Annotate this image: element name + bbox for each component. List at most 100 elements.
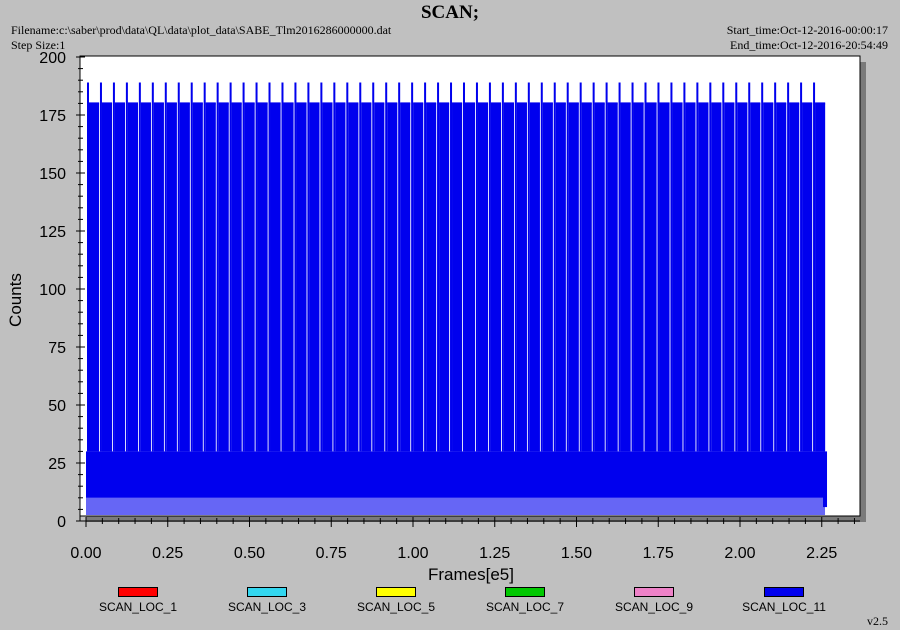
legend-label: SCAN_LOC_9	[614, 600, 694, 614]
series-gap	[617, 103, 619, 452]
series-cycle	[270, 103, 281, 452]
series-gap	[423, 103, 425, 452]
series-gap	[345, 103, 347, 452]
series-gap	[721, 103, 723, 452]
series-gap	[384, 103, 386, 452]
series-cycle	[218, 103, 229, 452]
series-gap	[630, 103, 632, 452]
series-gap	[229, 103, 231, 452]
series-cycle	[101, 103, 113, 452]
series-gap	[293, 103, 295, 452]
series-cycle	[698, 103, 709, 452]
series-gap	[177, 103, 179, 452]
series-cycle	[633, 103, 644, 452]
series-gap	[488, 103, 490, 452]
series-gap	[164, 103, 166, 452]
series-gap	[397, 103, 399, 452]
legend-item: SCAN_LOC_5	[341, 587, 451, 614]
legend-swatch	[247, 587, 287, 597]
y-axis-title: Counts	[6, 273, 25, 327]
series-gap	[112, 103, 114, 452]
series-gap	[799, 103, 801, 452]
series-cycle	[309, 103, 320, 452]
series-gap	[656, 103, 658, 452]
series-gap	[501, 103, 503, 452]
series-cycle	[348, 103, 359, 452]
series-cycle	[646, 103, 657, 452]
legend-item: SCAN_LOC_11	[729, 587, 839, 614]
y-tick-label: 25	[48, 456, 66, 473]
series-cycle	[89, 103, 100, 452]
series-cycle	[231, 103, 242, 452]
series-gap	[514, 103, 516, 452]
x-tick-label: 1.75	[643, 545, 674, 562]
series-cycle	[594, 103, 605, 452]
series-cycle	[127, 103, 139, 452]
series-gap	[254, 103, 256, 452]
series-gap	[138, 103, 140, 452]
series-cycle	[335, 103, 346, 452]
y-tick-label: 0	[57, 514, 66, 531]
series-cycle	[607, 103, 618, 452]
series-gap	[540, 103, 542, 452]
legend-label: SCAN_LOC_11	[742, 600, 826, 614]
series-gap	[527, 103, 529, 452]
series-cycle	[620, 103, 631, 452]
series-gap	[267, 103, 269, 452]
series-gap	[280, 103, 282, 452]
series-band	[86, 451, 826, 498]
y-tick-label: 150	[39, 166, 66, 183]
series-cycle	[296, 103, 307, 452]
series-gap	[825, 103, 827, 452]
series-cycle	[166, 103, 177, 452]
series-cycle	[361, 103, 372, 452]
series-cycle	[815, 103, 826, 452]
series-gap	[553, 103, 555, 452]
start-time-label: Start_time:Oct-12-2016-00:00:17	[726, 23, 888, 37]
series-cycle	[374, 103, 385, 452]
step-size-label: Step Size:1	[11, 38, 66, 52]
series-cycle	[724, 103, 735, 452]
series-gap	[319, 103, 321, 452]
series-cycle	[244, 103, 255, 452]
series-gap	[760, 103, 762, 452]
series-cycle	[503, 103, 515, 452]
series-gap	[462, 103, 464, 452]
series-scan-loc-11	[86, 82, 828, 516]
legend-label: SCAN_LOC_3	[227, 600, 307, 614]
x-axis-title: Frames[e5]	[428, 565, 514, 584]
series-cycle	[179, 103, 190, 452]
x-tick-label: 0.50	[234, 545, 265, 562]
series-gap	[643, 103, 645, 452]
series-cycle	[672, 103, 683, 452]
x-tick-label: 0.75	[316, 545, 347, 562]
series-cycle	[477, 103, 489, 452]
series-cycle	[426, 103, 437, 452]
legend-swatch	[764, 587, 804, 597]
series-gap	[592, 103, 594, 452]
legend-label: SCAN_LOC_5	[356, 600, 436, 614]
series-tail	[823, 451, 828, 508]
legend-swatch	[376, 587, 416, 597]
series-gap	[216, 103, 218, 452]
y-tick-label: 75	[48, 340, 66, 357]
x-tick-label: 2.25	[806, 545, 837, 562]
series-cycle	[529, 103, 540, 452]
series-cycle	[750, 103, 761, 452]
series-cycle	[776, 103, 787, 452]
series-cycle	[568, 103, 579, 452]
series-cycle	[542, 103, 553, 452]
series-cycle	[192, 103, 203, 452]
series-cycle	[400, 103, 411, 452]
legend-item: SCAN_LOC_3	[212, 587, 322, 614]
y-tick-label: 175	[39, 108, 66, 125]
series-gap	[449, 103, 451, 452]
legend-swatch	[118, 587, 158, 597]
y-tick-label: 200	[39, 50, 66, 67]
series-cycle	[581, 103, 592, 452]
series-cycle	[257, 103, 268, 452]
series-gap	[203, 103, 205, 452]
end-time-label: End_time:Oct-12-2016-20:54:49	[730, 38, 888, 52]
x-tick-label: 0.00	[70, 545, 101, 562]
